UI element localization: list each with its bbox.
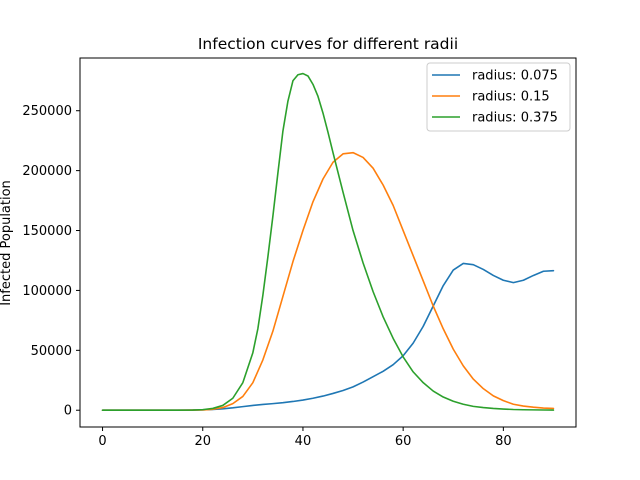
y-tick-label: 100000: [22, 284, 72, 299]
axes-frame: [79, 57, 577, 428]
x-tick-label: 40: [295, 434, 312, 449]
series-line-3: [101, 72, 555, 412]
y-tick-label: 200000: [22, 164, 72, 179]
y-tick-label: 50000: [31, 344, 72, 359]
x-tick-label: 0: [98, 434, 106, 449]
legend: radius: 0.075 radius: 0.15 radius: 0.375: [426, 62, 571, 132]
legend-box: [426, 62, 571, 132]
y-tick-label: 150000: [22, 224, 72, 239]
series-line-1: [101, 262, 555, 412]
chart-title: Infection curves for different radii: [198, 35, 458, 53]
y-tick-label: 0: [64, 404, 72, 419]
x-tick-label: 60: [395, 434, 412, 449]
legend-label-1: radius: 0.075: [472, 69, 558, 84]
y-axis-label: Infected Population: [0, 180, 14, 306]
legend-label-2: radius: 0.15: [472, 90, 550, 105]
legend-label-3: radius: 0.375: [472, 111, 558, 126]
series-line-2: [101, 151, 555, 412]
plot-area: [101, 72, 555, 412]
x-tick-label: 80: [495, 434, 512, 449]
y-tick-label: 250000: [22, 104, 72, 119]
x-tick-label: 20: [194, 434, 211, 449]
